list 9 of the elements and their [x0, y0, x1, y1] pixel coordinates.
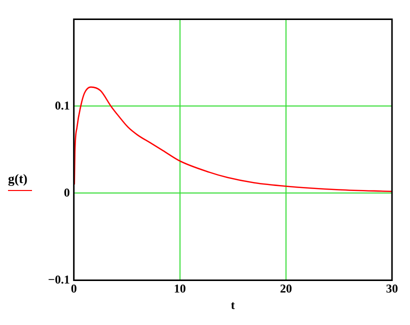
y-tick-label: 0 — [64, 185, 70, 200]
line-series — [74, 86, 392, 192]
x-axis-title: t — [230, 298, 235, 312]
y-tick-label: −0.1 — [48, 272, 70, 286]
text: g(t) — [8, 170, 28, 186]
y-tick-label: 0.1 — [54, 98, 70, 112]
x-tick-label: 20 — [280, 281, 292, 296]
x-tick-label: 10 — [174, 281, 186, 296]
x-tick-label: 30 — [386, 281, 398, 296]
